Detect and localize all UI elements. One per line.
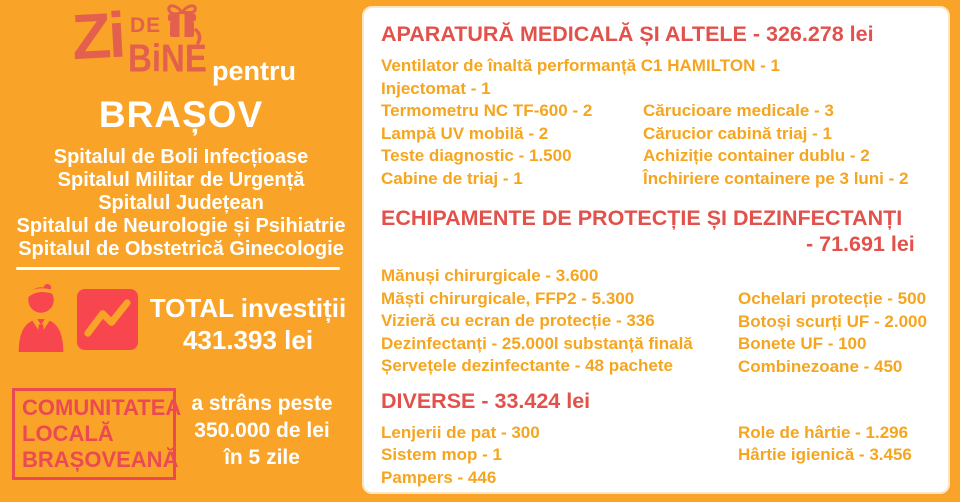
city-title: BRAȘOV <box>98 94 264 135</box>
gift-icon <box>162 2 204 51</box>
community-box-line: LOCALĂ <box>22 421 114 446</box>
community-box: COMUNITATEA LOCALĂ BRAȘOVEANĂ <box>12 388 182 480</box>
equipment-item: Hârtie igienică - 3.456 <box>738 445 912 464</box>
left-panel: Zi DE BiNE pentru BRAȘOV Spitalul de Bol… <box>0 0 362 502</box>
equipment-item: Cabine de triaj - 1 <box>381 168 523 188</box>
section-diverse: DIVERSE - 33.424 lei Lenjerii de pat - 3… <box>381 388 948 490</box>
equipment-item: Injectomat - 1 <box>381 78 491 98</box>
equipment-item: Vizieră cu ecran de protecție - 336 <box>381 311 655 330</box>
pentru-label: pentru <box>212 56 296 86</box>
equipment-item: Cărucior cabină triaj - 1 <box>643 123 832 143</box>
equipment-item: Măști chirurgicale, FFP2 - 5.300 <box>381 288 635 308</box>
divider-line <box>16 267 340 270</box>
logo-text-zi: Zi <box>70 0 125 74</box>
equipment-item: Dezinfectanți - 25.000l substanță finală <box>381 333 693 353</box>
community-box-line: BRAȘOVEANĂ <box>22 447 179 472</box>
raised-amount-line: în 5 zile <box>224 446 300 469</box>
total-investment: TOTAL investiții 431.393 lei <box>146 292 350 356</box>
total-investment-label: TOTAL investiții <box>149 293 347 323</box>
equipment-item: Pampers - 446 <box>381 467 497 487</box>
equipment-item: Închiriere containere pe 3 luni - 2 <box>643 168 909 188</box>
equipment-item: Șervețele dezinfectante - 48 pachete <box>381 356 673 375</box>
equipment-item: Teste diagnostic - 1.500 <box>381 146 572 165</box>
logo-text-bine: BiNE <box>128 36 207 80</box>
total-investment-value: 431.393 lei <box>182 325 314 355</box>
equipment-panel: APARATURĂ MEDICALĂ ȘI ALTELE - 326.278 l… <box>362 6 950 494</box>
hospital-list-item: Spitalul Militar de Urgență <box>57 169 305 191</box>
section-title: APARATURĂ MEDICALĂ ȘI ALTELE - 326.278 l… <box>381 22 874 46</box>
equipment-item: Lenjerii de pat - 300 <box>381 422 540 442</box>
section-echipamente-protectie: ECHIPAMENTE DE PROTECȚIE ȘI DEZINFECTANȚ… <box>381 205 948 378</box>
section-aparatura-medicala: APARATURĂ MEDICALĂ ȘI ALTELE - 326.278 l… <box>381 21 948 190</box>
zi-de-bine-logo: Zi DE BiNE pentru <box>70 0 322 96</box>
hospital-list-item: Spitalul de Neurologie și Psihiatrie <box>16 215 346 237</box>
equipment-item: Ochelari protecție - 500 <box>738 289 927 308</box>
hospital-list-item: Spitalul de Obstetrică Ginecologie <box>18 238 344 260</box>
equipment-item: Termometru NC TF-600 - 2 <box>381 101 593 120</box>
hospital-list-item: Spitalul de Boli Infecțioase <box>53 146 309 168</box>
equipment-item: Botoși scurți UF - 2.000 <box>738 311 927 331</box>
raised-amount: a strâns peste 350.000 de lei în 5 zile <box>172 390 352 471</box>
hospital-list-item: Spitalul Județean <box>98 192 264 214</box>
equipment-item: Lampă UV mobilă - 2 <box>381 123 549 143</box>
section-title: ECHIPAMENTE DE PROTECȚIE ȘI DEZINFECTANȚ… <box>381 206 903 230</box>
equipment-item: Bonete UF - 100 <box>738 334 867 353</box>
equipment-item: Combinezoane - 450 <box>738 356 903 376</box>
equipment-item: Sistem mop - 1 <box>381 445 502 464</box>
equipment-item: Cărucioare medicale - 3 <box>643 101 834 120</box>
equipment-item: Ventilator de înaltă performanță C1 HAMI… <box>381 56 780 75</box>
businessman-icon <box>14 284 68 357</box>
raised-amount-line: 350.000 de lei <box>194 419 330 442</box>
section-subtitle: - 71.691 lei <box>806 232 915 256</box>
raised-amount-line: a strâns peste <box>191 392 333 415</box>
section-title: DIVERSE - 33.424 lei <box>381 388 591 413</box>
equipment-item: Role de hârtie - 1.296 <box>738 422 909 442</box>
logo-text-de: DE <box>130 14 162 37</box>
community-box-line: COMUNITATEA <box>22 395 182 420</box>
growth-chart-icon <box>76 288 139 356</box>
equipment-item: Mănuși chirurgicale - 3.600 <box>381 266 599 285</box>
equipment-item: Achiziție container dublu - 2 <box>643 146 870 165</box>
hospital-list: Spitalul de Boli Infecțioase Spitalul Mi… <box>0 146 362 261</box>
